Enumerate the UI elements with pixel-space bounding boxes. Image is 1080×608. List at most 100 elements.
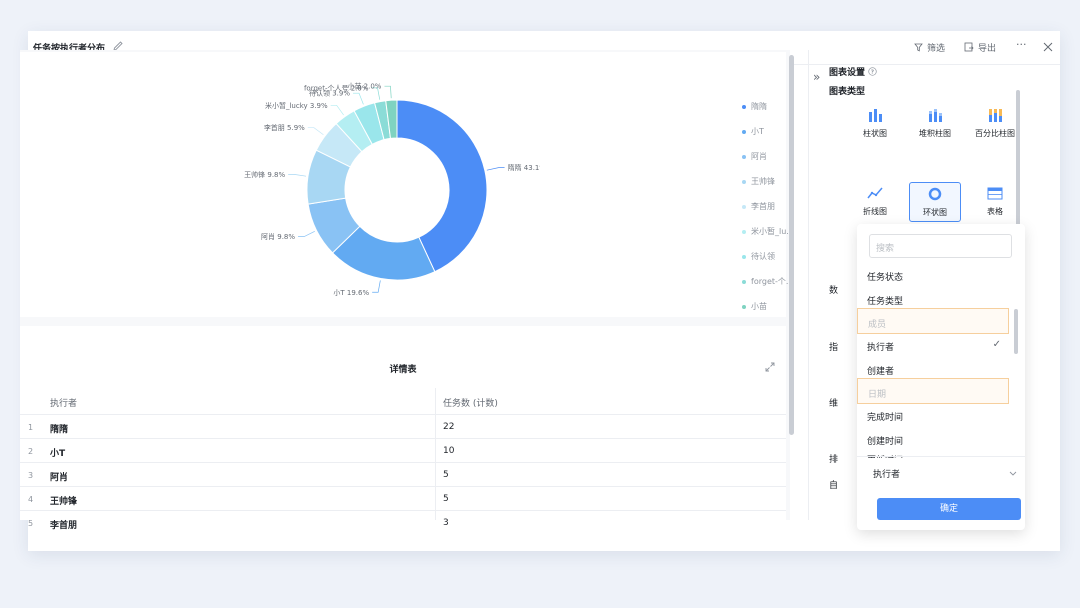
bar-chart-icon [869,109,882,122]
row-count: 3 [443,518,449,528]
legend-item[interactable]: 小苗 [742,301,767,312]
donut-slice[interactable] [396,99,488,273]
table-title: 详情表 [389,365,417,375]
collapse-panel-icon[interactable]: » [813,70,821,84]
column-header-count[interactable]: 任务数 (计数) [443,399,498,409]
dropdown-search-input[interactable]: 搜索 [869,234,1012,258]
slice-label-leader [384,85,392,99]
line-chart-icon [867,187,883,199]
pencil-icon[interactable] [112,40,124,52]
chart-type-label-percent: 百分比柱图 [975,129,1015,138]
dropdown-option[interactable]: 任务状态 [867,273,904,283]
legend-item[interactable]: 阿肖 [742,151,767,162]
dropdown-option[interactable]: 创建时间 [867,437,904,447]
dropdown-option[interactable]: 任务类型 [867,297,904,307]
legend-item[interactable]: 李首朋 [742,201,775,212]
slice-label: 米小暂_lucky 3.9% [265,101,328,110]
chart-type-percent[interactable]: 百分比柱图 [969,104,1021,144]
row-index: 2 [28,447,34,456]
row-assignee: 王帅锋 [50,497,78,507]
filter-icon [914,43,923,51]
legend-swatch [742,104,746,109]
slice-label-leader [298,230,315,237]
dimension-select-value: 执行者 [873,469,901,480]
slice-label-leader [486,167,505,171]
percent-bar-icon [989,109,1002,122]
more-icon[interactable]: ··· [1016,37,1027,51]
chevron-down-icon [1009,471,1017,476]
slice-label-leader [330,104,344,116]
legend-item[interactable]: 小T [742,126,764,137]
field-dropdown: 搜索 任务状态 任务类型 成员 执行者 ✓ 创建者 日期 完成时间 创建时间 更… [857,224,1025,530]
dimension-label: 维 [829,399,839,409]
legend-item[interactable]: 王帅锋 [742,176,775,187]
slice-label: 小T 19.6% [333,288,369,297]
legend-item[interactable]: 隋隋 [742,101,767,112]
slice-label: 阿肖 9.8% [261,232,295,241]
chart-type-label-table: 表格 [987,207,1003,216]
dropdown-option[interactable]: 更新时间 [857,450,1009,458]
chart-type-stacked[interactable]: 堆积柱图 [909,104,961,144]
legend-item[interactable]: 待认领 [742,251,775,262]
table-row[interactable]: 5 李首朋 3 [20,510,786,534]
legend-swatch [742,304,746,309]
chart-type-label-line: 折线图 [863,207,887,216]
chart-type-donut[interactable]: 环状图 [909,182,961,222]
chart-type-line[interactable]: 折线图 [849,182,901,222]
sort-select[interactable]: 自 [829,481,839,491]
dropdown-option[interactable]: 完成时间 [867,413,904,423]
row-index: 3 [28,471,34,480]
legend-item[interactable]: 米小暂_lu... [742,226,794,237]
legend-swatch [742,254,746,259]
slice-label-leader [353,92,364,105]
confirm-button[interactable]: 确定 [877,498,1021,520]
dropdown-option-selected[interactable]: 执行者 ✓ [857,332,1009,358]
dropdown-scrollbar[interactable] [1014,309,1018,354]
column-header-assignee[interactable]: 执行者 [50,399,78,409]
legend-swatch [742,154,746,159]
legend-label: forget-个... [751,277,794,286]
data-source-label: 数 [829,286,839,296]
table-row[interactable]: 4 王帅锋 5 [20,486,786,510]
slice-label: 隋隋 43.1% [508,163,540,172]
slice-label-leader [307,127,324,136]
chart-type-bar[interactable]: 柱状图 [849,104,901,144]
table-row[interactable]: 1 隋隋 22 [20,414,786,438]
dimension-select[interactable]: 执行者 [873,464,1017,482]
donut-slice[interactable] [385,99,398,139]
export-icon [964,42,974,52]
help-icon[interactable]: ? [868,67,877,76]
slice-label-leader [371,87,381,100]
filter-button[interactable]: 筛选 [914,40,945,54]
expand-icon[interactable] [765,362,775,372]
legend-swatch [742,279,746,284]
dropdown-option[interactable]: 创建者 [867,367,895,377]
donut-chart-icon [928,187,942,201]
legend-label: 王帅锋 [751,177,775,186]
chart-type-table[interactable]: 表格 [969,182,1021,222]
slice-label: 小苗 2.0% [347,82,381,91]
legend-item[interactable]: forget-个... [742,276,794,287]
row-assignee: 阿肖 [50,473,69,483]
legend-label: 李首朋 [751,202,775,211]
svg-text:?: ? [871,70,874,76]
canvas-scrollbar[interactable] [789,55,794,435]
row-assignee: 隋隋 [50,425,69,435]
sort-label: 排 [829,455,839,465]
legend-label: 阿肖 [751,152,767,161]
detail-table-card: 详情表 执行者 任务数 (计数) 1 隋隋 22 2 小T 10 3 阿肖 5 … [20,326,786,531]
slice-label: forget-个人号 2.0% [304,84,369,92]
legend-label: 米小暂_lu... [751,227,794,236]
check-icon: ✓ [992,339,1001,350]
close-icon[interactable] [1043,42,1053,52]
dropdown-group-header: 日期 [857,378,1009,404]
row-index: 4 [28,495,34,504]
table-row[interactable]: 2 小T 10 [20,438,786,462]
panel-title-text: 图表设置 [829,68,866,78]
legend-label: 小苗 [751,302,767,311]
dropdown-option-label: 执行者 [867,343,895,353]
legend-swatch [742,179,746,184]
export-button[interactable]: 导出 [964,40,996,54]
table-row[interactable]: 3 阿肖 5 [20,462,786,486]
legend-swatch [742,229,746,234]
